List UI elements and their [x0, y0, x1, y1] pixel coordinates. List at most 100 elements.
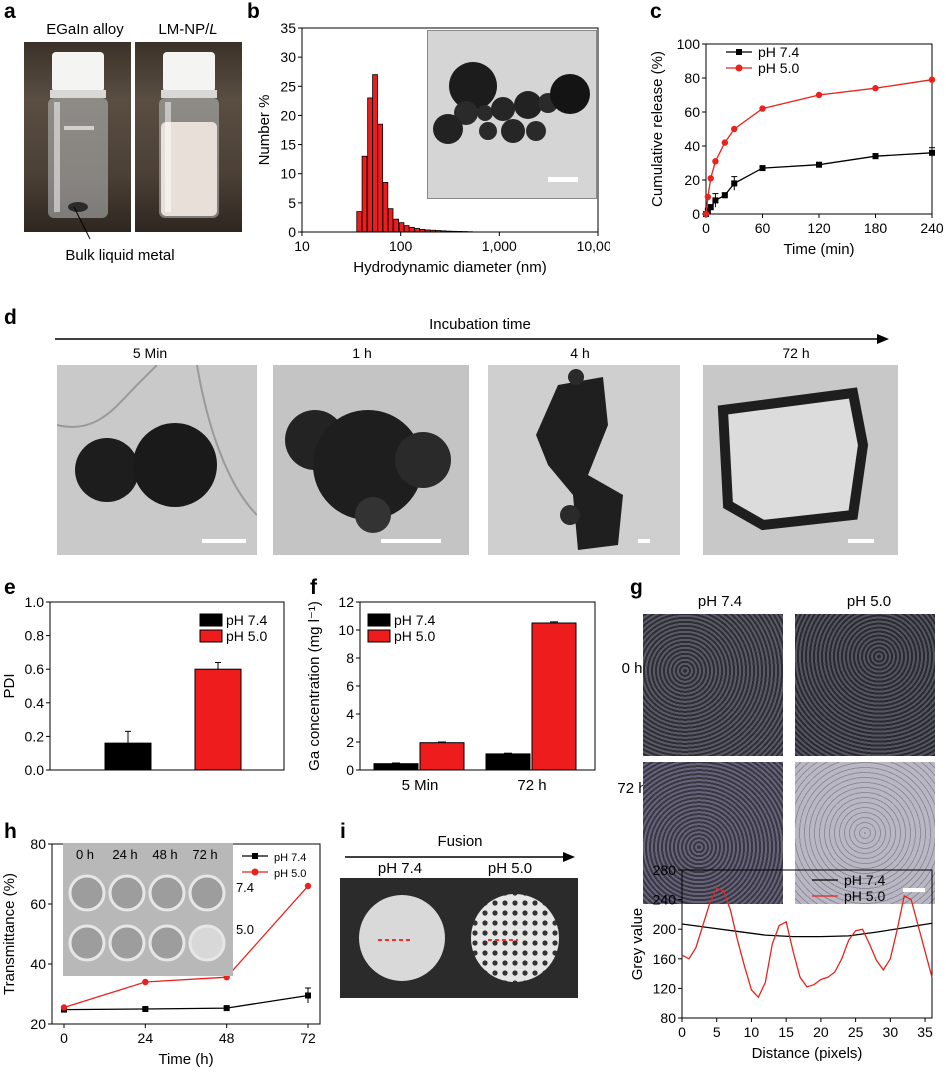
y-tick-label: 80: [684, 70, 700, 86]
y-tick-label: 100: [677, 36, 701, 52]
histogram-bar: [403, 225, 410, 233]
panel-letter-a: a: [4, 0, 16, 23]
y-tick-label: 25: [280, 78, 296, 94]
y-tick-label: 200: [653, 921, 677, 937]
legend-label: pH 7.4: [844, 872, 885, 888]
y-axis-label: Grey value: [630, 908, 646, 981]
data-point: [704, 193, 712, 201]
legend-swatch: [199, 613, 223, 627]
x-tick-label: 30: [883, 1024, 899, 1040]
y-tick-label: 0.4: [25, 695, 45, 711]
legend-swatch: [199, 629, 223, 643]
x-axis-label: Time (min): [783, 241, 854, 258]
data-point: [142, 1006, 149, 1012]
histogram-bar: [361, 155, 368, 233]
y-tick-label: 0.0: [25, 762, 45, 778]
lm-np-label: LM-NP/L: [158, 21, 218, 38]
y-tick-label: 0: [288, 224, 296, 240]
x-axis-label: Hydrodynamic diameter (nm): [353, 259, 546, 276]
data-point: [707, 175, 714, 182]
incubation-arrow: [55, 334, 889, 344]
y-tick-label: 12: [338, 594, 354, 610]
lm-np-vial-photo: [135, 42, 242, 232]
y-axis-label: Ga concentration (mg l⁻¹): [306, 601, 323, 771]
data-point: [759, 165, 766, 172]
i-label-ph74: pH 7.4: [377, 860, 423, 877]
y-axis-label: PDI: [1, 673, 18, 698]
x-tick-label: 72: [300, 1030, 316, 1046]
x-tick-label: 0: [678, 1024, 686, 1040]
y-tick-label: 80: [30, 836, 46, 852]
h-inset-well-plate-photo: [63, 843, 233, 976]
x-tick-label: 5: [713, 1024, 721, 1040]
data-point: [872, 85, 879, 92]
y-tick-label: 80: [660, 1010, 676, 1026]
y-tick-label: 0: [692, 206, 700, 222]
data-point: [928, 76, 936, 83]
legend-label: pH 7.4: [226, 612, 267, 628]
histogram-bar: [382, 182, 389, 233]
data-point: [731, 125, 738, 133]
x-axis-label: Time (h): [158, 1051, 213, 1068]
bar: [373, 763, 419, 771]
tem-image-1h: [273, 365, 469, 555]
data-point: [759, 105, 766, 112]
plot-frame: [49, 601, 285, 771]
x-tick-label: 1,000: [482, 238, 517, 254]
g-image-ph74-0h: [643, 614, 783, 756]
tem-inset-nanoparticles: [427, 30, 597, 199]
g-image-ph50-0h: [795, 614, 935, 756]
y-axis-label: Cumulative release (%): [650, 51, 666, 207]
x-tick-label: 10: [744, 1024, 760, 1040]
legend-label: pH 5.0: [394, 628, 435, 644]
histogram-bar: [377, 123, 384, 233]
data-point: [712, 158, 719, 165]
legend-label: pH 7.4: [394, 612, 435, 628]
time-label-5min: 5 Min: [132, 345, 168, 361]
g-col-label-ph50: pH 5.0: [846, 593, 892, 610]
histogram-bar: [409, 226, 415, 233]
x-tick-label: 15: [778, 1024, 794, 1040]
y-tick-label: 60: [30, 896, 46, 912]
x-category-label: 5 Min: [402, 777, 439, 794]
chart-e-pdi: 0.0 0.2 0.4 0.6 0.8 1.0 PDI pH 7.4pH 5.0: [1, 594, 285, 778]
histogram-bar: [398, 222, 405, 233]
y-tick-label: 5: [288, 195, 296, 211]
y-tick-label: 40: [30, 956, 46, 972]
y-axis-label: Transmittance (%): [1, 873, 18, 995]
series-line: [705, 79, 933, 215]
y-tick-label: 8: [346, 650, 354, 666]
panel-letter-e: e: [4, 576, 16, 599]
y-tick-label: 10: [280, 166, 296, 182]
y-tick-label: 15: [280, 137, 296, 153]
x-tick-label: 10: [294, 238, 310, 254]
y-tick-label: 4: [346, 706, 354, 722]
data-point: [815, 91, 823, 99]
y-tick-label: 240: [653, 892, 677, 908]
data-point: [721, 192, 728, 199]
y-tick-label: 280: [653, 862, 677, 878]
y-tick-label: 40: [684, 138, 700, 154]
fusion-arrow: [345, 852, 575, 862]
data-point: [929, 149, 935, 156]
legend-marker: [251, 868, 259, 876]
h-inset-time-0h: 0 h: [75, 847, 95, 862]
x-tick-label: 10,000: [577, 238, 610, 254]
data-point: [872, 153, 879, 160]
legend-label: pH 7.4: [758, 44, 799, 60]
g-row-label-0h: 0 h: [621, 660, 643, 677]
y-tick-label: 0.2: [25, 728, 45, 744]
panel-letter-i: i: [340, 820, 346, 843]
histogram-bar: [356, 211, 363, 233]
egain-alloy-label: EGaIn alloy: [46, 21, 124, 38]
y-tick-label: 0: [346, 762, 354, 778]
h-inset-row-74: 7.4: [235, 880, 255, 895]
y-tick-label: 30: [280, 49, 296, 65]
series-line: [63, 885, 309, 1009]
x-tick-label: 240: [920, 220, 944, 236]
g-col-label-ph74: pH 7.4: [697, 593, 743, 610]
legend-label: pH 5.0: [274, 868, 306, 880]
h-inset-time-48h: 48 h: [152, 847, 178, 862]
data-point: [305, 992, 311, 999]
x-tick-label: 48: [219, 1030, 235, 1046]
